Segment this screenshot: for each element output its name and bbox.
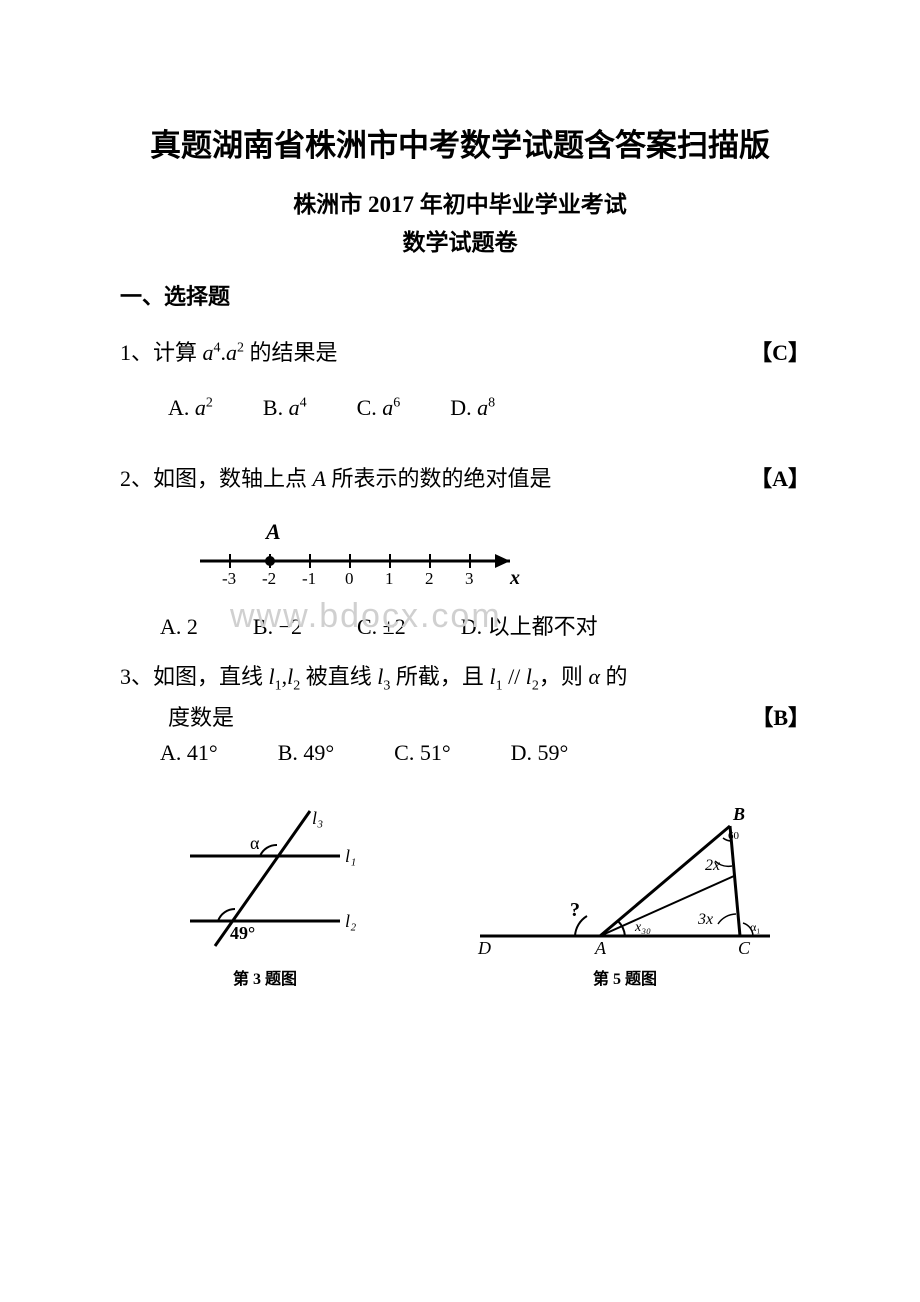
sub-title-2: 数学试题卷 [100, 223, 820, 257]
number-line: A -3 -2 -1 0 1 2 3 x [180, 521, 820, 597]
q1-option-a: A. a2 [168, 395, 213, 421]
svg-text:α₁: α₁ [750, 920, 760, 934]
q3-option-c: C. 51° [394, 740, 450, 766]
figures-row: α 49° l₃ l₁ l₂ 第 3 题图 [160, 806, 820, 989]
svg-text:3x: 3x [697, 911, 713, 928]
svg-text:1: 1 [385, 569, 394, 588]
svg-text:3: 3 [465, 569, 474, 588]
fig5-caption: 第 5 题图 [470, 965, 780, 989]
section-title: 一、选择题 [120, 279, 820, 311]
svg-text:49°: 49° [230, 923, 255, 943]
q3-option-d: D. 59° [511, 740, 569, 766]
sub-title-1: 株洲市 2017 年初中毕业学业考试 [100, 185, 820, 219]
q3-options: A. 41° B. 49° C. 51° D. 59° [160, 740, 820, 766]
svg-text:x: x [509, 567, 520, 589]
q3-text: 3、如图，直线 l1,l2 被直线 l3 所截，且 l1 // l2，则 α 的 [120, 664, 628, 689]
svg-text:2x: 2x [705, 857, 720, 874]
svg-text:l₂: l₂ [345, 911, 356, 931]
figure-5: B 60 2x 3x α₁ ? x₃₀ D A C 第 5 题图 [470, 806, 780, 989]
q2-option-d: D. 以上都不对 [461, 609, 598, 641]
svg-text:B: B [732, 806, 745, 824]
q1-option-d: D. a8 [450, 395, 495, 421]
svg-text:?: ? [570, 899, 580, 921]
question-3: 3、如图，直线 l1,l2 被直线 l3 所截，且 l1 // l2，则 α 的… [120, 659, 820, 766]
svg-text:C: C [738, 938, 751, 956]
q1-options: A. a2 B. a4 C. a6 D. a8 [168, 395, 820, 421]
q2-option-c: C. ±2 [357, 614, 406, 640]
svg-text:l₁: l₁ [345, 846, 356, 866]
svg-text:x₃₀: x₃₀ [634, 920, 651, 935]
svg-text:-2: -2 [262, 569, 276, 588]
svg-text:l₃: l₃ [312, 808, 323, 828]
q3-option-b: B. 49° [278, 740, 334, 766]
svg-text:A: A [594, 938, 607, 956]
svg-text:α: α [250, 833, 260, 853]
svg-text:A: A [264, 521, 281, 544]
q3-answer: 【B】 [751, 700, 810, 732]
q1-answer: 【C】 [750, 335, 810, 367]
svg-text:-3: -3 [222, 569, 236, 588]
fig3-caption: 第 3 题图 [160, 965, 370, 989]
q1-option-b: B. a4 [263, 395, 307, 421]
svg-text:D: D [477, 938, 491, 956]
q2-answer: 【A】 [750, 461, 810, 493]
q1-option-c: C. a6 [357, 395, 401, 421]
figure-3: α 49° l₃ l₁ l₂ 第 3 题图 [160, 806, 370, 989]
q3-option-a: A. 41° [160, 740, 218, 766]
question-2: 2、如图，数轴上点 A 所表示的数的绝对值是 【A】 A -3 -2 -1 0 … [120, 461, 820, 641]
svg-text:60: 60 [728, 830, 740, 842]
q2-options: A. 2 B. −2 C. ±2 D. 以上都不对 [160, 609, 820, 641]
q2-option-a: A. 2 [160, 614, 198, 640]
q3-line2: 度数是 [168, 700, 234, 732]
q2-option-b: B. −2 [253, 614, 302, 640]
question-1: 1、计算 a4.a2 的结果是 【C】 A. a2 B. a4 C. a6 D.… [120, 335, 820, 421]
q1-text: 1、计算 a4.a2 的结果是 [120, 335, 750, 367]
main-title: 真题湖南省株洲市中考数学试题含答案扫描版 [100, 120, 820, 165]
svg-text:0: 0 [345, 569, 354, 588]
q2-text: 2、如图，数轴上点 A 所表示的数的绝对值是 [120, 461, 750, 493]
svg-text:2: 2 [425, 569, 434, 588]
svg-text:-1: -1 [302, 569, 316, 588]
